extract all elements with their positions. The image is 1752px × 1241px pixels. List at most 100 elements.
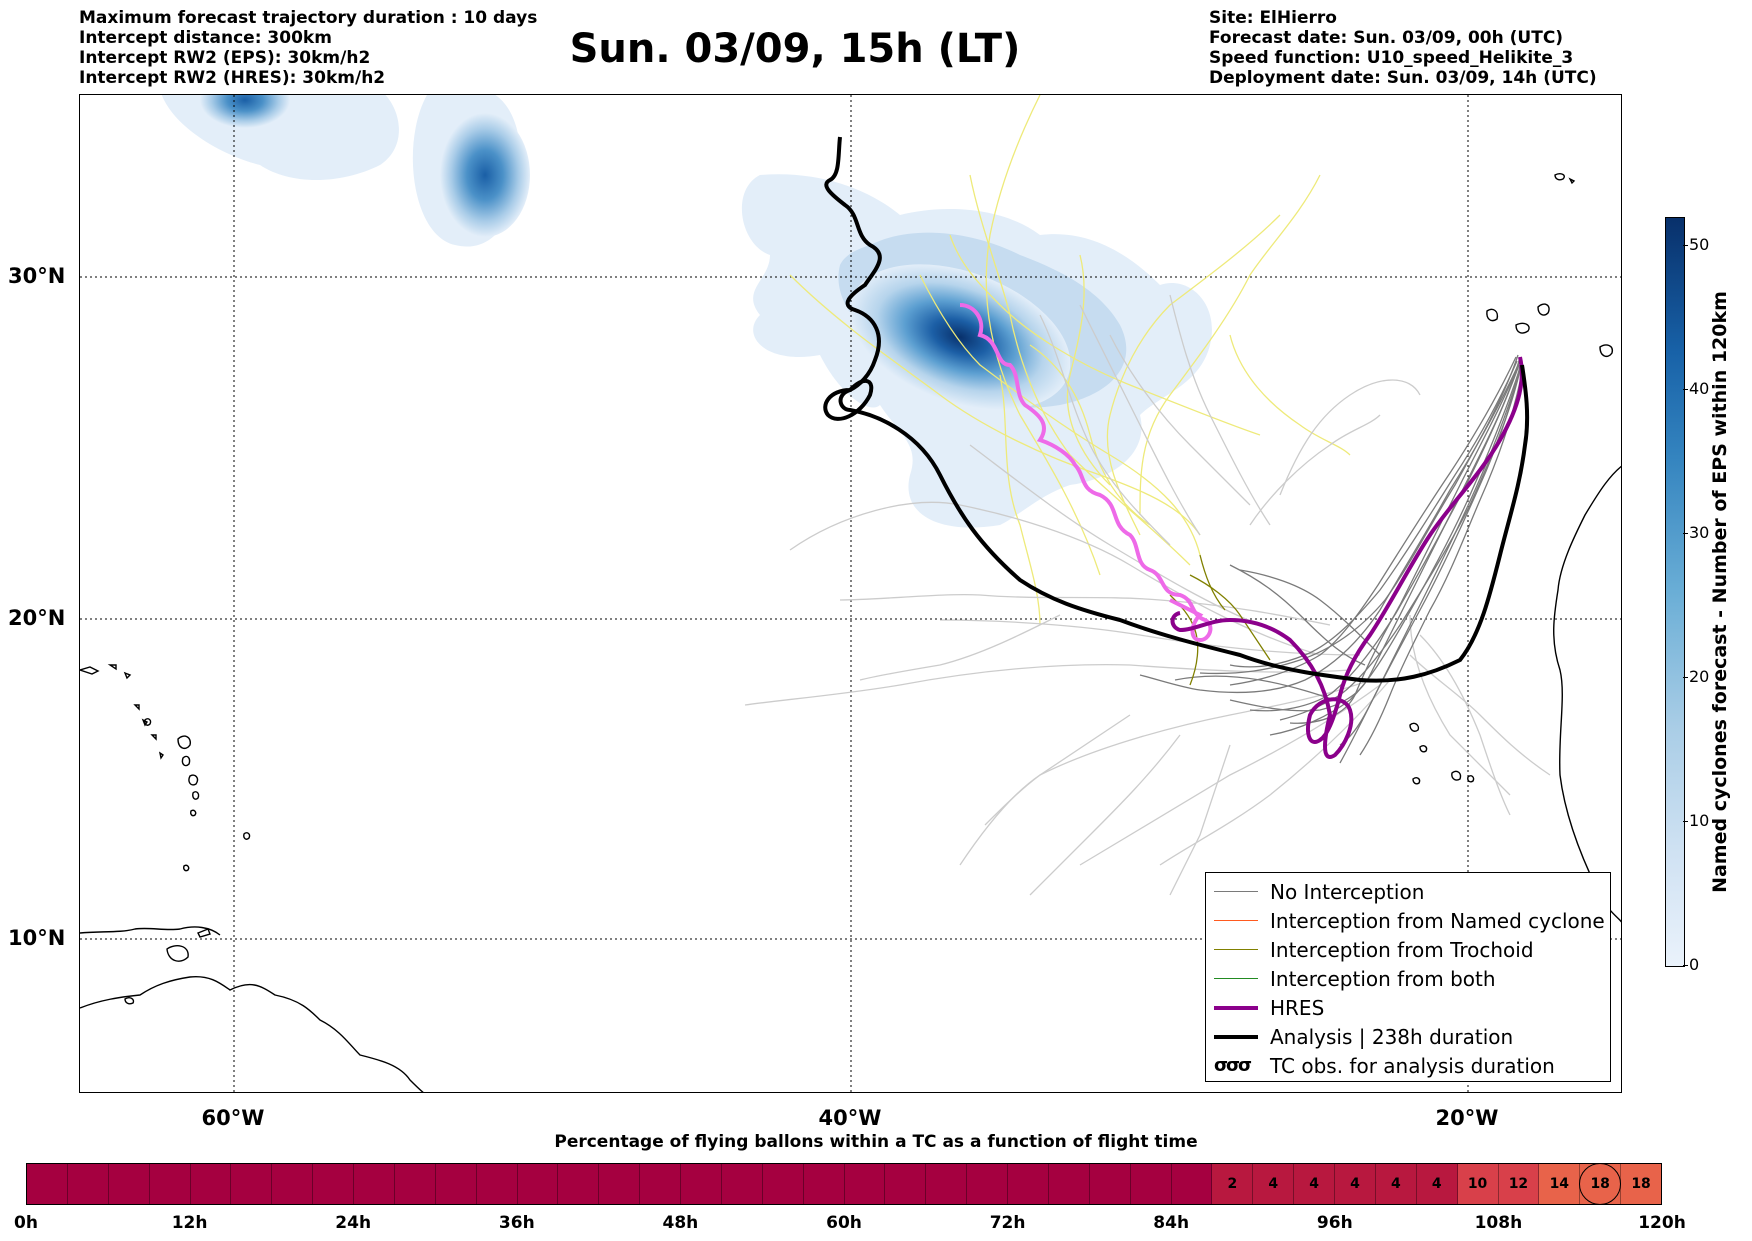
gray-track <box>1229 360 1518 668</box>
light-track <box>1409 614 1511 796</box>
colorbar: 0 10 20 30 40 50 <box>1665 217 1709 974</box>
timebar-cell-value: 14 <box>1549 1176 1570 1192</box>
light-track <box>1079 304 1201 536</box>
light-track <box>1419 634 1511 816</box>
timebar-cell-value: 4 <box>1431 1176 1442 1192</box>
legend-label: TC obs. for analysis duration <box>1270 1053 1555 1078</box>
light-track <box>1249 414 1381 526</box>
yellow-track <box>969 174 1191 566</box>
yellow-track <box>1139 174 1321 516</box>
density-north-a <box>200 95 290 128</box>
timebar-cell <box>721 1164 763 1204</box>
colorbar-tick: 10 <box>1682 811 1710 830</box>
timebar-cell: 12 <box>1498 1164 1540 1204</box>
island-canary-2 <box>1515 322 1530 334</box>
legend-item-hres: HRES <box>1206 993 1610 1022</box>
yellow-track <box>789 274 1201 536</box>
yellow-track <box>949 234 1261 436</box>
timebar-cell <box>599 1164 641 1204</box>
timebar-cell: 4 <box>1253 1164 1295 1204</box>
light-track <box>939 619 1361 656</box>
island-madeira <box>1554 173 1576 185</box>
timebar-tick-label: 120h <box>1638 1213 1686 1233</box>
timebar-title: Percentage of flying ballons within a TC… <box>554 1132 1198 1152</box>
eps-tracks-light-gray <box>744 294 1551 896</box>
timebar-cell-value: 4 <box>1309 1176 1319 1192</box>
map-legend: No Interception Interception from Named … <box>1205 872 1611 1082</box>
cyclone-density-field <box>161 95 1212 528</box>
light-track <box>1279 379 1421 496</box>
olive-track <box>1189 574 1271 661</box>
gray-track <box>1229 356 1521 712</box>
timebar-tick-label: 84h <box>1153 1213 1190 1233</box>
colorbar-tick: 30 <box>1682 523 1710 542</box>
island-guadeloupe <box>177 735 192 750</box>
island-st-vincent <box>190 809 197 817</box>
coast-south-america <box>80 975 424 1092</box>
timebar-cell <box>27 1164 68 1204</box>
light-track <box>1079 684 1381 866</box>
timebar-cell-value: 4 <box>1390 1176 1401 1192</box>
island-canary-3 <box>1537 303 1550 316</box>
timebar-cell <box>640 1164 681 1204</box>
legend-swatch-purple <box>1214 1005 1258 1010</box>
legend-label: Interception from Trochoid <box>1270 937 1534 962</box>
timebar-cell <box>967 1164 1008 1204</box>
timebar-cell: 4 <box>1294 1164 1335 1204</box>
timebar-cell-value: 18 <box>1631 1176 1651 1192</box>
map-panel <box>79 94 1622 1093</box>
legend-label: Interception from both <box>1270 966 1496 991</box>
light-track <box>984 714 1131 826</box>
light-track <box>959 679 1371 866</box>
intercept-hres-text: Intercept RW2 (HRES): 30km/h2 <box>79 68 386 88</box>
eps-tracks-yellow <box>789 95 1351 626</box>
timebar-tick-label: 72h <box>989 1213 1026 1233</box>
analysis-loop <box>823 379 874 421</box>
timebar-tick-label: 108h <box>1474 1213 1523 1233</box>
timebar-cell <box>926 1164 968 1204</box>
light-track <box>1169 294 1271 526</box>
legend-swatch-gray <box>1214 891 1258 892</box>
yellow-track <box>1106 214 1281 536</box>
gray-track <box>1289 359 1521 724</box>
timebar-tick-label: 12h <box>171 1213 208 1233</box>
timebar-cell <box>681 1164 722 1204</box>
timebar-cell-value: 4 <box>1268 1176 1279 1192</box>
intercept-distance-text: Intercept distance: 300km <box>79 28 332 48</box>
light-track <box>859 614 1061 681</box>
timebar-tick-label: 48h <box>662 1213 699 1233</box>
gray-track <box>1139 362 1520 694</box>
island-st-lucia <box>192 791 200 800</box>
light-track <box>839 594 1331 626</box>
legend-label: Analysis | 238h duration <box>1270 1024 1514 1049</box>
deployment-date-text: Deployment date: Sun. 03/09, 14h (UTC) <box>1209 68 1597 88</box>
olive-track <box>1199 554 1226 611</box>
colorbar-tick: 50 <box>1682 235 1710 254</box>
legend-label: Interception from Named cyclone <box>1270 908 1605 933</box>
timebar-cell-value: 12 <box>1508 1176 1529 1192</box>
timebar: 2 4 4 4 4 4 10 12 14 18 18 <box>26 1163 1662 1205</box>
timebar-cell <box>313 1164 354 1204</box>
timebar-cell <box>803 1164 845 1204</box>
header-left-info: Maximum forecast trajectory duration : 1… <box>79 8 537 88</box>
colorbar-gradient <box>1665 217 1685 967</box>
islands-leeward <box>133 704 164 760</box>
timebar-cell <box>1008 1164 1049 1204</box>
light-track <box>789 501 1321 656</box>
island-grenada <box>183 864 190 872</box>
yellow-track <box>919 274 1201 556</box>
lat-label-30n: 30°N <box>8 264 66 288</box>
timebar-cell: 18 <box>1621 1164 1661 1204</box>
timebar-cell <box>1048 1164 1090 1204</box>
island-trinidad <box>166 945 189 962</box>
hres-track <box>1170 356 1524 759</box>
gray-track <box>1174 675 1351 706</box>
timebar-cell-value: 4 <box>1350 1176 1360 1192</box>
colorbar-label: Named cyclones forecast - Number of EPS … <box>1709 291 1731 893</box>
lat-label-20n: 20°N <box>8 606 66 630</box>
island-curacao <box>124 997 135 1005</box>
timebar-cell <box>517 1164 559 1204</box>
lat-label-10n: 10°N <box>8 926 66 950</box>
island-dominica <box>181 755 191 767</box>
legend-item-analysis: Analysis | 238h duration <box>1206 1022 1610 1051</box>
